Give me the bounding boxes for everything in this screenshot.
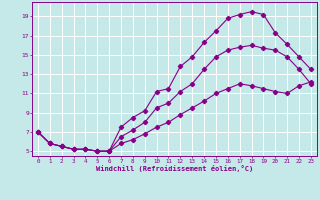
X-axis label: Windchill (Refroidissement éolien,°C): Windchill (Refroidissement éolien,°C) (96, 165, 253, 172)
